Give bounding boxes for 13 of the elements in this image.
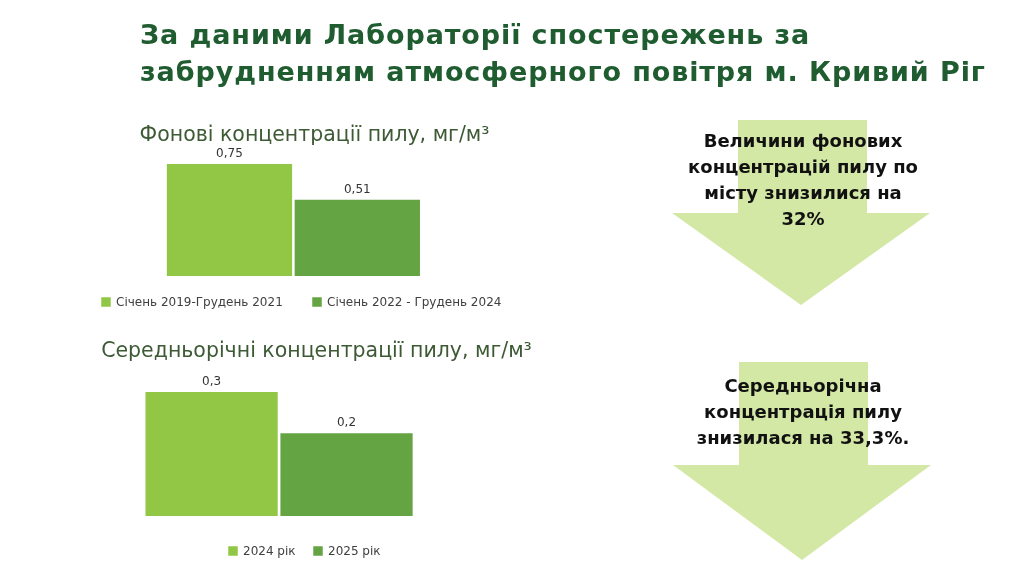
legend-label: Січень 2022 - Грудень 2024 — [327, 295, 502, 309]
legend-label: 2025 рік — [328, 544, 381, 558]
chart-title: Фонові концентрації пилу, мг/м³ — [139, 121, 490, 146]
text: Середньорічна концентрація пилу знизилася на 33,3%. — [695, 374, 911, 450]
text: За даними Лабораторії спостережень за забрудненням атмосферного повітря м. Кривий Ріг — [140, 18, 987, 89]
legend-label: 2024 рік — [243, 544, 296, 558]
legend-label: Січень 2019-Грудень 2021 — [116, 295, 283, 309]
chart-title: Середньорічні концентрації пилу, мг/м³ — [101, 337, 532, 362]
data-label: 0,75 — [216, 146, 243, 160]
data-label: 0,3 — [202, 374, 222, 388]
data-label: 0,2 — [336, 415, 357, 430]
data-label: 0,51 — [343, 181, 371, 196]
text: Величини фонових концентрацій пилу по місту знизилися на 32% — [687, 129, 919, 231]
